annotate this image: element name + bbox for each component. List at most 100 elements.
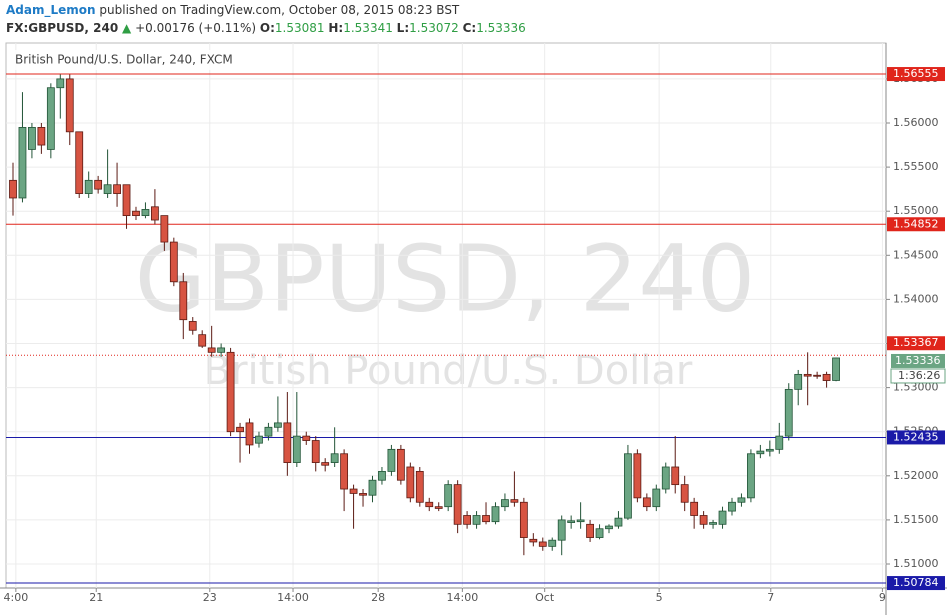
- ohlc-value: 1.53072: [409, 21, 459, 35]
- candle-body: [18, 127, 27, 199]
- candle-body: [46, 87, 55, 150]
- candle-body: [624, 453, 632, 519]
- candle-body: [813, 374, 822, 377]
- candle-body: [160, 215, 169, 243]
- grid: [6, 43, 886, 588]
- candle-body: [538, 541, 547, 547]
- change-arrow: ▲: [122, 21, 132, 35]
- candle-body: [832, 357, 840, 381]
- ohlc-key: C:: [462, 21, 477, 35]
- candle-body: [217, 347, 226, 353]
- y-tick-label: 1.55500: [893, 160, 939, 173]
- candle-body: [273, 422, 282, 428]
- candle-body: [425, 501, 434, 508]
- candle-body: [756, 450, 765, 455]
- level-price-box: [887, 217, 945, 232]
- header-line: Adam_Lemon published on TradingView.com,…: [6, 3, 459, 17]
- y-tick-label: 1.52000: [893, 469, 939, 482]
- candle-body: [56, 78, 65, 89]
- candles: [9, 74, 840, 556]
- candle-body: [803, 373, 812, 377]
- header-line: FX:GBPUSD, 240 ▲ +0.00176 (+0.11%) O:1.5…: [6, 21, 526, 35]
- ohlc-key: L:: [396, 21, 410, 35]
- axes: 1.510001.515001.520001.525001.530001.535…: [3, 67, 946, 604]
- candle-body: [765, 448, 774, 452]
- candle-body: [179, 281, 188, 321]
- x-tick-label: 14:00: [277, 591, 309, 604]
- candle-body: [311, 440, 320, 463]
- ohlc-key: O:: [259, 21, 275, 35]
- level-price-label: 1.56555: [893, 67, 939, 80]
- candle-body: [699, 515, 708, 525]
- y-tick-label: 1.55000: [893, 204, 939, 217]
- candle-body: [690, 501, 699, 516]
- y-tick-label: 1.56000: [893, 116, 939, 129]
- candle-body: [113, 184, 121, 194]
- level-price-label: 1.54852: [893, 217, 939, 230]
- candle-body: [283, 422, 292, 463]
- candle-body: [548, 539, 557, 547]
- y-tick-label: 1.51000: [893, 557, 939, 570]
- x-tick-label: 7: [767, 591, 774, 604]
- candle-body: [775, 435, 784, 450]
- candle-body: [642, 497, 651, 508]
- candle-body: [207, 347, 216, 353]
- candle-body: [302, 435, 311, 441]
- candle-body: [652, 488, 661, 508]
- candle-body: [255, 435, 263, 444]
- candle-body: [151, 206, 159, 221]
- candle-body: [728, 501, 736, 512]
- candle-body: [510, 499, 519, 503]
- candle-body: [463, 515, 471, 525]
- candle-body: [387, 448, 396, 472]
- ohlc-value: 1.53341: [343, 21, 393, 35]
- ohlc-value: 1.53336: [476, 21, 526, 35]
- candle-body: [718, 510, 727, 525]
- candle-body: [661, 466, 670, 490]
- candle-body: [576, 519, 585, 523]
- legend: British Pound/U.S. Dollar, 240, FXCM: [15, 53, 233, 67]
- candle-body: [378, 470, 386, 481]
- candle-body: [94, 179, 103, 190]
- y-tick-label: 1.53000: [893, 381, 939, 394]
- candle-body: [434, 506, 443, 509]
- candle-body: [188, 321, 197, 331]
- x-tick-label: Oct: [535, 591, 555, 604]
- level-price-box: [887, 576, 945, 591]
- x-tick-label: 14:00: [447, 591, 479, 604]
- x-tick-label: 4:00: [3, 591, 28, 604]
- countdown-box: [890, 368, 946, 384]
- level-price-label: 1.50784: [893, 576, 939, 589]
- candle-body: [472, 515, 481, 525]
- candle-body: [794, 373, 803, 390]
- candle-body: [709, 522, 717, 525]
- candle-body: [84, 179, 93, 194]
- candle-body: [567, 520, 576, 523]
- symbol: FX:GBPUSD, 240: [6, 21, 119, 35]
- candle-body: [633, 453, 642, 499]
- candle-body: [292, 435, 301, 463]
- candle-body: [415, 470, 424, 503]
- published: published on TradingView.com, October 08…: [99, 3, 460, 17]
- candle-body: [519, 501, 528, 538]
- candle-body: [28, 127, 36, 150]
- candle-body: [264, 426, 273, 437]
- candle-body: [132, 210, 140, 217]
- level-price-box: [887, 430, 945, 445]
- candle-body: [784, 388, 793, 437]
- x-tick-label: 5: [656, 591, 663, 604]
- level-price-label: 1.53367: [893, 336, 939, 349]
- candle-body: [349, 488, 358, 494]
- y-tick-label: 1.54000: [893, 292, 939, 305]
- candle-body: [330, 453, 339, 463]
- author[interactable]: Adam_Lemon: [6, 3, 96, 17]
- candle-body: [822, 373, 831, 381]
- legend-box: [8, 50, 246, 70]
- candle-body: [396, 448, 405, 481]
- candle-body: [586, 523, 594, 538]
- candle-body: [169, 241, 178, 283]
- ohlc-value: 1.53081: [274, 21, 325, 35]
- ohlc-key: H:: [328, 21, 344, 35]
- y-tick-label: 1.51500: [893, 513, 939, 526]
